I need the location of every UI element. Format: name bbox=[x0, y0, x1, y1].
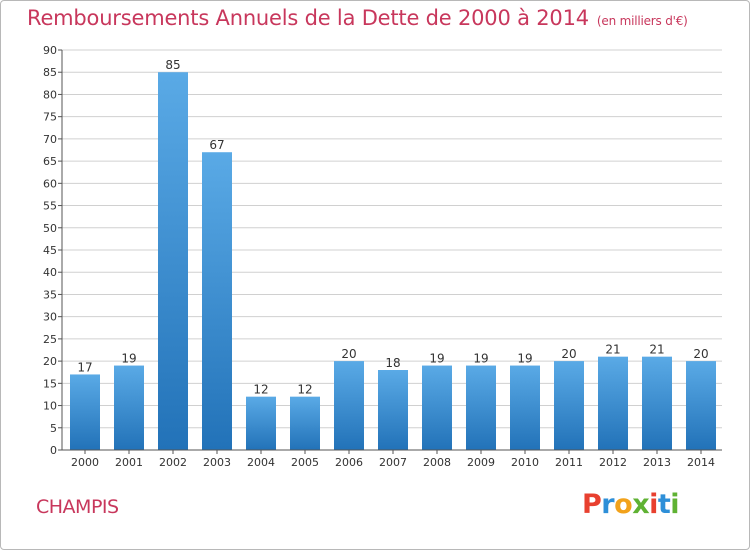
y-tick-label: 85 bbox=[43, 66, 57, 79]
x-tick-label: 2004 bbox=[247, 456, 275, 469]
x-tick-label: 2002 bbox=[159, 456, 187, 469]
x-tick-label: 2006 bbox=[335, 456, 363, 469]
bar bbox=[598, 356, 628, 450]
y-tick-label: 75 bbox=[43, 111, 57, 124]
x-tick-label: 2014 bbox=[687, 456, 715, 469]
logo-letter: P bbox=[582, 489, 602, 520]
bar bbox=[378, 370, 408, 450]
y-tick-label: 35 bbox=[43, 288, 57, 301]
y-tick-label: 10 bbox=[43, 400, 57, 413]
y-tick-label: 30 bbox=[43, 311, 57, 324]
x-tick-label: 2003 bbox=[203, 456, 231, 469]
y-tick-label: 45 bbox=[43, 244, 57, 257]
bar-value-label: 20 bbox=[561, 347, 576, 361]
bar-value-label: 12 bbox=[297, 383, 312, 397]
bar-value-label: 18 bbox=[385, 356, 400, 370]
y-tick-label: 90 bbox=[43, 44, 57, 57]
bar bbox=[246, 396, 276, 450]
y-tick-label: 20 bbox=[43, 355, 57, 368]
bar bbox=[422, 365, 452, 450]
y-tick-label: 65 bbox=[43, 155, 57, 168]
x-tick-label: 2010 bbox=[511, 456, 539, 469]
x-tick-label: 2011 bbox=[555, 456, 583, 469]
bar bbox=[114, 365, 144, 450]
bar-value-label: 19 bbox=[121, 352, 136, 366]
bar bbox=[334, 361, 364, 450]
bar-value-label: 17 bbox=[77, 360, 92, 374]
y-tick-label: 0 bbox=[50, 444, 57, 457]
bar-value-label: 19 bbox=[429, 352, 444, 366]
x-tick-label: 2008 bbox=[423, 456, 451, 469]
x-tick-label: 2000 bbox=[71, 456, 99, 469]
y-tick-label: 15 bbox=[43, 377, 57, 390]
bar-value-label: 20 bbox=[693, 347, 708, 361]
bar-value-label: 12 bbox=[253, 383, 268, 397]
x-tick-label: 2013 bbox=[643, 456, 671, 469]
bar-value-label: 21 bbox=[649, 343, 664, 357]
bar bbox=[70, 374, 100, 450]
x-tick-label: 2001 bbox=[115, 456, 143, 469]
chart-title: Remboursements Annuels de la Dette de 20… bbox=[27, 6, 688, 30]
x-tick-label: 2009 bbox=[467, 456, 495, 469]
logo-letter: i bbox=[670, 489, 680, 520]
y-tick-label: 60 bbox=[43, 177, 57, 190]
bar bbox=[202, 152, 232, 450]
x-tick-label: 2007 bbox=[379, 456, 407, 469]
bar bbox=[642, 356, 672, 450]
bar-value-label: 20 bbox=[341, 347, 356, 361]
y-tick-label: 40 bbox=[43, 266, 57, 279]
bar bbox=[510, 365, 540, 450]
bar bbox=[290, 396, 320, 450]
bar bbox=[466, 365, 496, 450]
bar-value-label: 19 bbox=[473, 352, 488, 366]
unit-subtitle: (en milliers d'€) bbox=[596, 14, 688, 28]
x-tick-label: 2012 bbox=[599, 456, 627, 469]
logo-letter: x bbox=[632, 489, 650, 520]
y-tick-label: 80 bbox=[43, 88, 57, 101]
y-tick-label: 50 bbox=[43, 222, 57, 235]
proxiti-logo: Proxiti bbox=[582, 489, 680, 520]
bar-value-label: 19 bbox=[517, 352, 532, 366]
axes: 0 5 10 15 20 25 30 35 40 45 50 55 60 65 70 75 80 85 90 2000… bbox=[43, 44, 722, 469]
bar bbox=[554, 361, 584, 450]
y-tick-label: 70 bbox=[43, 133, 57, 146]
logo-letter: o bbox=[614, 489, 633, 520]
logo-letter: r bbox=[601, 489, 615, 520]
bar bbox=[158, 72, 188, 450]
bar-value-label: 85 bbox=[165, 58, 180, 72]
commune-name: CHAMPIS bbox=[36, 496, 119, 518]
logo-letter: i bbox=[649, 489, 658, 520]
logo-letter: t bbox=[657, 489, 671, 520]
y-tick-label: 55 bbox=[43, 200, 57, 213]
bars: 17 19 85 67 12 12 20 18 19 19 19 20 21 21 20 bbox=[70, 58, 716, 450]
y-tick-label: 25 bbox=[43, 333, 57, 346]
bar-value-label: 67 bbox=[209, 138, 224, 152]
bar bbox=[686, 361, 716, 450]
y-tick-label: 5 bbox=[50, 422, 57, 435]
bar-value-label: 21 bbox=[605, 343, 620, 357]
x-tick-label: 2005 bbox=[291, 456, 319, 469]
title-text: Remboursements Annuels de la Dette de 20… bbox=[27, 6, 589, 30]
